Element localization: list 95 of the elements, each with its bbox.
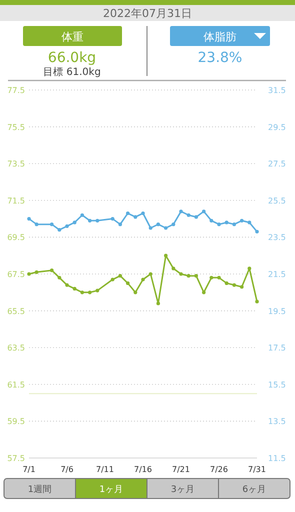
point (134, 215, 138, 219)
point (141, 278, 145, 282)
x-tick-label: 7/6 (60, 465, 74, 474)
chart-title: 2022年07月31日 (103, 7, 192, 20)
point (164, 254, 168, 258)
point (232, 283, 236, 287)
point (65, 283, 69, 287)
point (110, 278, 114, 282)
point (34, 270, 38, 274)
point (118, 274, 122, 278)
point (164, 226, 168, 230)
point (248, 220, 252, 224)
y2-tick-label: 17.5 (268, 344, 286, 353)
point (248, 266, 252, 270)
point (72, 286, 76, 291)
point (179, 272, 183, 276)
point (186, 213, 190, 217)
point (179, 210, 183, 214)
point (210, 276, 214, 280)
point (240, 285, 244, 289)
y-tick-label: 61.5 (7, 380, 25, 390)
text: 23.8% (198, 50, 242, 66)
point (110, 217, 114, 221)
x-tick-label: 7/11 (96, 465, 114, 474)
y-tick-label: 63.5 (7, 344, 25, 353)
text: 66.0kg (48, 50, 96, 66)
text: 1週間 (28, 484, 52, 495)
point (118, 222, 122, 226)
point (96, 288, 100, 292)
y2-tick-label: 11.5 (268, 454, 286, 463)
point (202, 290, 206, 294)
point (134, 290, 138, 294)
x-tick-label: 7/21 (172, 465, 190, 474)
point (217, 276, 221, 280)
point (50, 222, 54, 226)
point (172, 266, 176, 270)
y-tick-label: 73.5 (7, 160, 25, 169)
point (148, 226, 152, 230)
y2-tick-label: 25.5 (268, 196, 286, 206)
text: 3ヶ月 (170, 485, 195, 495)
point (194, 274, 198, 278)
point (224, 220, 228, 224)
point (172, 222, 176, 226)
y2-tick-label: 29.5 (268, 122, 286, 132)
point (96, 218, 100, 222)
y-tick-label: 77.5 (7, 86, 25, 95)
text: 6ヶ月 (242, 485, 266, 495)
point (224, 281, 228, 285)
text: 1ヶ月 (99, 485, 124, 495)
y-tick-label: 71.5 (7, 196, 25, 206)
point (194, 215, 198, 219)
point (88, 290, 92, 294)
point (126, 211, 130, 216)
point (141, 211, 145, 216)
point (255, 230, 259, 234)
y2-tick-label: 19.5 (268, 306, 286, 316)
text: 目標 61.0kg (43, 66, 101, 78)
point (34, 222, 38, 226)
point (156, 302, 160, 306)
point (58, 276, 62, 280)
point (58, 228, 62, 232)
y2-tick-label: 13.5 (268, 417, 286, 426)
y-tick-label: 75.5 (7, 122, 25, 132)
point (50, 268, 54, 272)
point (27, 217, 31, 221)
point (65, 224, 69, 228)
point (72, 220, 76, 224)
point (232, 222, 236, 226)
point (202, 210, 206, 214)
x-tick-label: 7/1 (22, 465, 36, 474)
point (255, 300, 259, 304)
y-tick-label: 65.5 (7, 306, 25, 316)
y-tick-label: 69.5 (7, 233, 25, 242)
y-tick-label: 59.5 (7, 417, 25, 426)
point (27, 272, 31, 276)
x-tick-label: 7/16 (134, 465, 152, 474)
point (80, 213, 84, 217)
point (217, 222, 221, 226)
y-tick-label: 57.5 (7, 454, 25, 463)
point (156, 222, 160, 226)
point (186, 274, 190, 278)
y2-tick-label: 15.5 (268, 380, 286, 390)
y-tick-label: 67.5 (7, 270, 25, 279)
y2-tick-label: 23.5 (268, 233, 286, 242)
point (126, 281, 130, 285)
y2-tick-label: 21.5 (268, 270, 286, 279)
point (210, 218, 214, 222)
point (148, 272, 152, 276)
x-tick-label: 7/31 (248, 465, 266, 474)
x-tick-label: 7/26 (210, 465, 228, 474)
point (88, 218, 92, 222)
y2-tick-label: 27.5 (268, 160, 286, 169)
point (80, 290, 84, 294)
y2-tick-label: 31.5 (268, 86, 286, 95)
point (240, 218, 244, 222)
